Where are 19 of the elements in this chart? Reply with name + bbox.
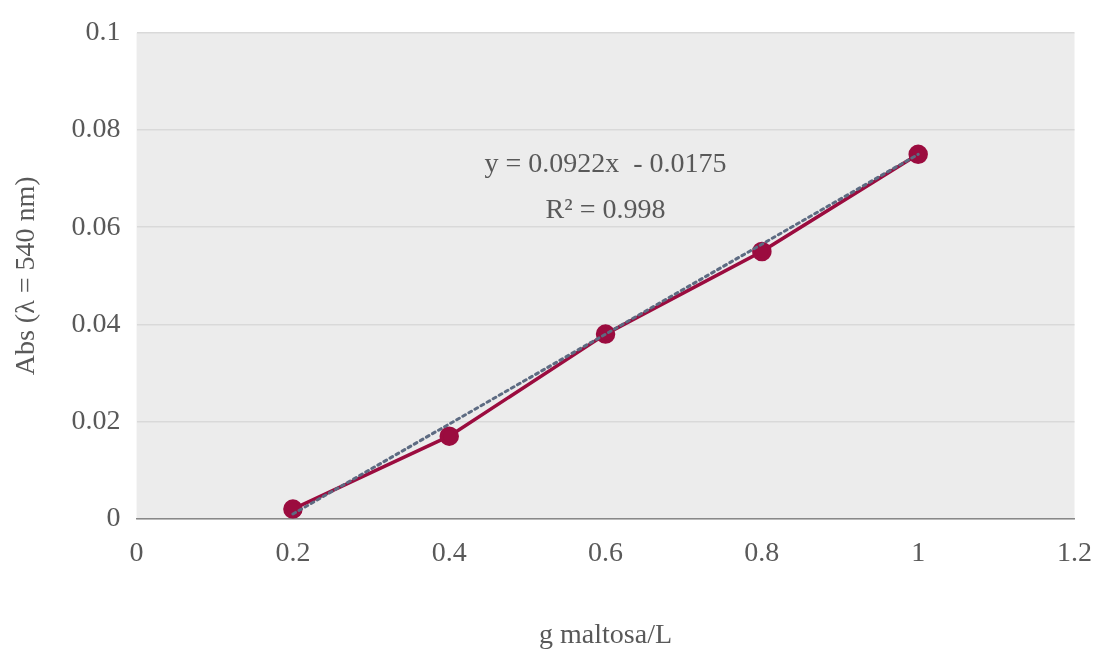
point bbox=[752, 241, 772, 262]
x-axis-title: g maltosa/L bbox=[539, 617, 673, 649]
y-tick-label: 0 bbox=[106, 501, 121, 533]
y-tick-label: 0.04 bbox=[71, 306, 121, 338]
x-tick-label: 1 bbox=[911, 535, 926, 567]
y-tick-label: 0.1 bbox=[85, 15, 121, 47]
point bbox=[439, 426, 459, 446]
y-tick-label: 0.02 bbox=[71, 403, 121, 435]
annotation: y = 0.0922x - 0.0175 bbox=[484, 147, 727, 179]
y-tick-label: 0.06 bbox=[71, 209, 121, 241]
x-tick-label: 0 bbox=[129, 535, 144, 567]
x-tick-label: 0.4 bbox=[431, 535, 467, 567]
x-tick-label: 0.6 bbox=[588, 535, 624, 567]
x-tick-label: 0.8 bbox=[744, 535, 780, 567]
annotation: R² = 0.998 bbox=[545, 193, 666, 225]
y-tick-label: 0.08 bbox=[71, 112, 121, 144]
x-tick-label: 0.2 bbox=[275, 535, 311, 567]
y-axis-title: Abs (λ = 540 nm) bbox=[9, 176, 41, 376]
x-tick-label: 1.2 bbox=[1057, 535, 1092, 567]
